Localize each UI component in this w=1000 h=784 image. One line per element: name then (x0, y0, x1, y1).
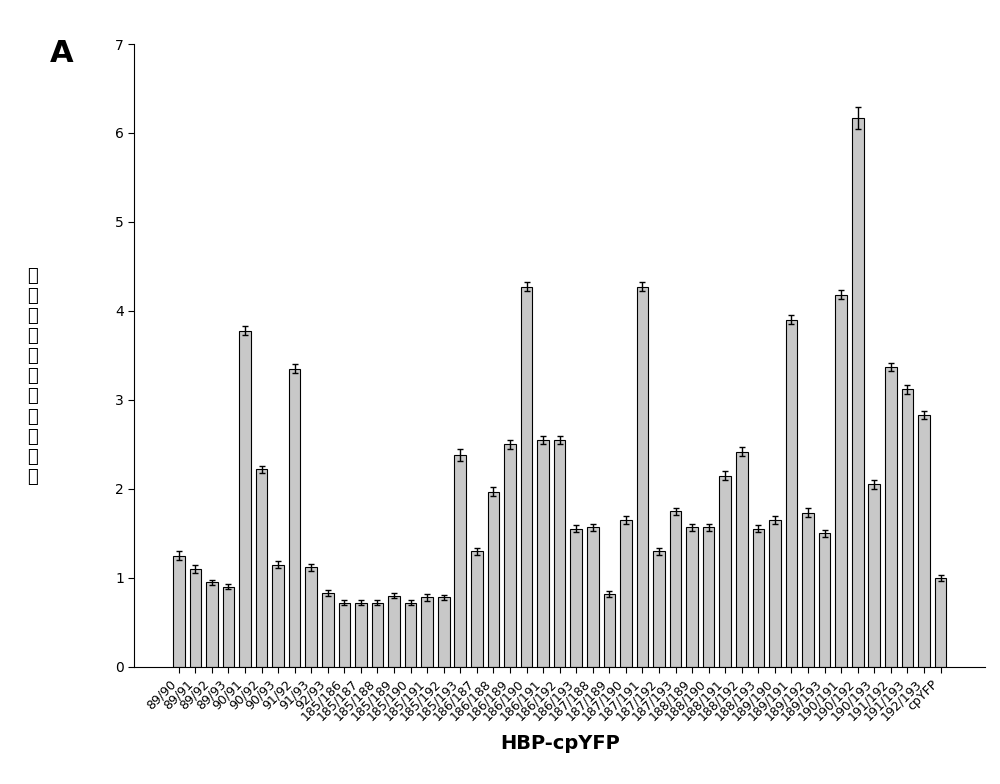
Bar (587, 527, 599, 667)
Bar (305, 567, 317, 667)
Bar (339, 603, 350, 667)
Bar (753, 529, 764, 667)
Bar (504, 445, 516, 667)
Bar (372, 603, 383, 667)
Bar (454, 455, 466, 667)
Text: A: A (50, 39, 74, 68)
Bar (852, 118, 864, 667)
Bar (637, 287, 648, 667)
Bar (703, 527, 714, 667)
Bar (322, 593, 334, 667)
Bar (421, 597, 433, 667)
Bar (537, 440, 549, 667)
Bar (868, 485, 880, 667)
Bar (802, 513, 814, 667)
X-axis label: HBP-cpYFP: HBP-cpYFP (500, 735, 620, 753)
Bar (653, 551, 665, 667)
Bar (272, 564, 284, 667)
Bar (289, 368, 300, 667)
Bar (902, 389, 913, 667)
Bar (355, 603, 367, 667)
Bar (239, 331, 251, 667)
Bar (521, 287, 532, 667)
Bar (223, 586, 234, 667)
Bar (388, 596, 400, 667)
Bar (206, 583, 218, 667)
Bar (173, 556, 185, 667)
Bar (935, 578, 946, 667)
Bar (488, 492, 499, 667)
Bar (256, 470, 267, 667)
Bar (554, 440, 565, 667)
Bar (190, 569, 201, 667)
Bar (885, 367, 897, 667)
Bar (620, 520, 632, 667)
Bar (670, 511, 681, 667)
Bar (570, 529, 582, 667)
Text: 标
准
化
后
的
荧
光
信
号
比
値: 标 准 化 后 的 荧 光 信 号 比 値 (27, 267, 37, 486)
Bar (835, 295, 847, 667)
Bar (604, 593, 615, 667)
Bar (819, 533, 830, 667)
Bar (405, 603, 416, 667)
Bar (769, 520, 781, 667)
Bar (438, 597, 450, 667)
Bar (471, 551, 483, 667)
Bar (719, 476, 731, 667)
Bar (918, 415, 930, 667)
Bar (736, 452, 748, 667)
Bar (686, 527, 698, 667)
Bar (786, 320, 797, 667)
